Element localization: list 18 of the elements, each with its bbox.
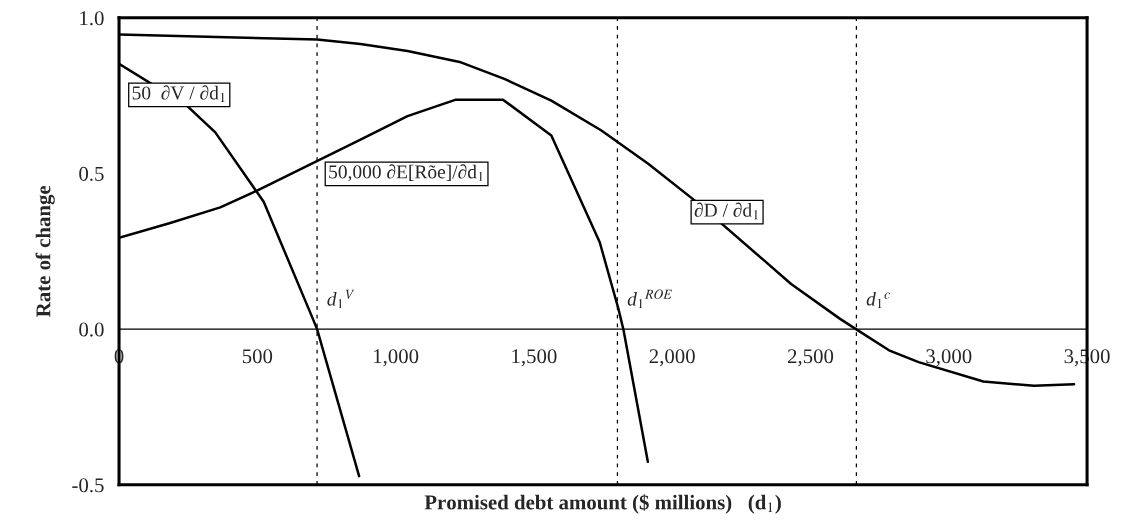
ref-line-label: d$_{1}$$^{V}$ bbox=[327, 289, 355, 309]
y-tick-label: 0.0 bbox=[79, 322, 104, 337]
x-tick-label: 1,000 bbox=[374, 349, 419, 367]
series-label: 50,000 ∂E[Rõe]/∂d$_{1}$ bbox=[329, 164, 483, 182]
y-axis-title: Rate of change bbox=[35, 185, 55, 317]
y-tick-label: 1.0 bbox=[80, 11, 104, 26]
y-tick-label: 0.5 bbox=[79, 166, 104, 181]
x-tick-label: 2,500 bbox=[787, 349, 834, 367]
x-tick-label: 500 bbox=[242, 349, 273, 364]
x-axis-title: Promised debt amount ($ millions) (d$_{1}$) bbox=[424, 494, 781, 514]
y-tick-label: -0.5 bbox=[72, 478, 104, 493]
x-tick-label: 1,500 bbox=[512, 349, 557, 367]
ref-line-label: d$_{1}$$^{ROE}$ bbox=[627, 289, 672, 309]
series-label: 50 ∂V / ∂d$_{1}$ bbox=[132, 85, 225, 102]
x-tick-label: 3,000 bbox=[926, 349, 972, 367]
series-label: ∂D / ∂d$_{1}$ bbox=[694, 202, 758, 220]
x-tick-label: 2,000 bbox=[649, 349, 695, 367]
ref-line-label: d$_{1}$$^{c}$ bbox=[866, 291, 890, 308]
